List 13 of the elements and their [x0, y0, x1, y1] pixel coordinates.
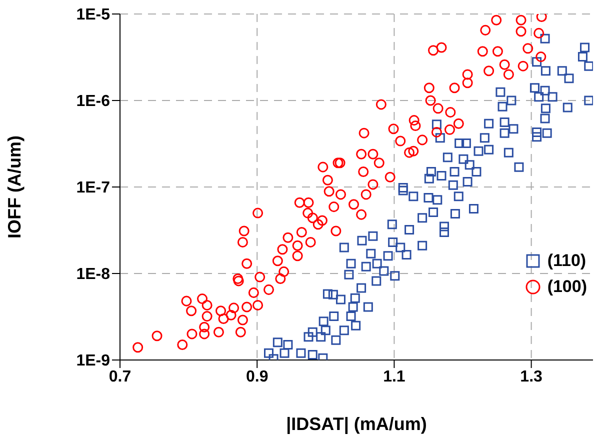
- y-tick-label: 1E-7: [76, 180, 110, 197]
- y-axis-title: IOFF (A/um): [4, 136, 24, 238]
- x-tick-label: 1.3: [520, 368, 543, 386]
- y-tick-label: 1E-8: [76, 266, 110, 284]
- y-tick-label: 1E-5: [76, 6, 110, 24]
- x-tick-label: 0.9: [246, 368, 268, 386]
- legend-label: (110): [547, 251, 586, 271]
- x-axis-title: |IDSAT| (mA/um): [286, 414, 427, 434]
- x-tick-label: 0.7: [108, 368, 132, 386]
- y-tick-label: 1E-9: [76, 352, 110, 370]
- legend-label: (100): [547, 277, 587, 297]
- x-tick-label: 1.1: [383, 368, 406, 386]
- y-tick-label: 1E-6: [76, 93, 110, 110]
